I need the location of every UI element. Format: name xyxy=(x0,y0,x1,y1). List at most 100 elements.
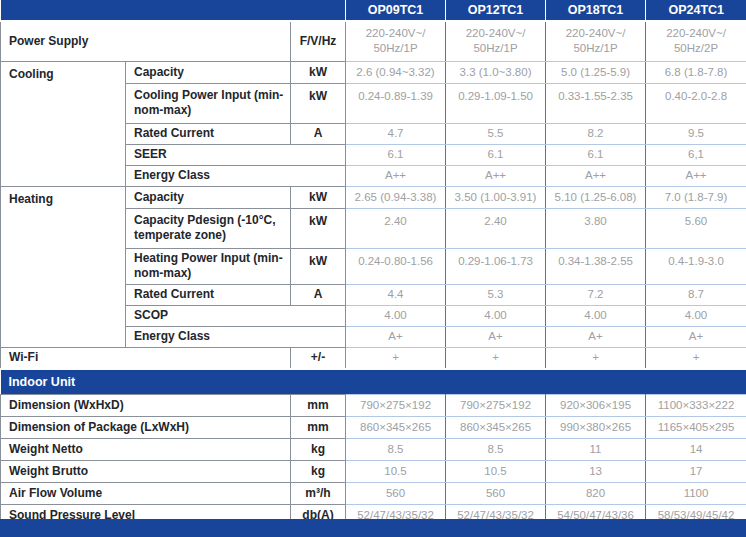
unit-cell: mm xyxy=(291,417,346,439)
row-label: Power Supply xyxy=(1,21,291,61)
table-row: Dimension (WxHxD) mm 790×275×192 790×275… xyxy=(1,395,746,417)
row-label: Heating Power Input (min-nom-max) xyxy=(126,248,291,284)
value-cell: 4.4 xyxy=(346,284,446,305)
table-row: Wi-Fi +/- + + + + xyxy=(1,347,746,369)
value-cell: 2.65 (0.94-3.38) xyxy=(346,186,446,208)
model-header: OP12TC1 xyxy=(446,0,546,21)
value-cell: 2.40 xyxy=(446,208,546,248)
value-cell: 790×275×192 xyxy=(446,395,546,417)
table-row: Weight Netto kg 8.5 8.5 11 14 xyxy=(1,439,746,461)
value-cell: 990×380×265 xyxy=(546,417,646,439)
spec-table: OP09TC1 OP12TC1 OP18TC1 OP24TC1 Power Su… xyxy=(0,0,746,527)
value-cell: 17 xyxy=(646,461,746,483)
value-cell: 6.1 xyxy=(446,144,546,165)
row-label: Rated Current xyxy=(126,284,291,305)
spec-sheet: OP09TC1 OP12TC1 OP18TC1 OP24TC1 Power Su… xyxy=(0,0,746,537)
row-label: Capacity xyxy=(126,186,291,208)
value-cell: 560 xyxy=(446,483,546,505)
group-label-cooling: Cooling xyxy=(1,61,126,186)
unit-cell: kW xyxy=(291,208,346,248)
table-row: Weight Brutto kg 10.5 10.5 13 17 xyxy=(1,461,746,483)
value-cell: 7.0 (1.8-7.9) xyxy=(646,186,746,208)
table-row: Heating Capacity kW 2.65 (0.94-3.38) 3.5… xyxy=(1,186,746,208)
value-cell: + xyxy=(546,347,646,369)
value-cell: 560 xyxy=(346,483,446,505)
value-cell: 860×345×265 xyxy=(346,417,446,439)
value-cell: A++ xyxy=(646,165,746,186)
row-label: Air Flow Volume xyxy=(1,483,291,505)
table-row: Air Flow Volume m³/h 560 560 820 1100 xyxy=(1,483,746,505)
value-cell: 0.29-1.09-1.50 xyxy=(446,83,546,123)
value-cell: 13 xyxy=(546,461,646,483)
row-label: Cooling Power Input (min-nom-max) xyxy=(126,83,291,123)
value-cell: 5.10 (1.25-6.08) xyxy=(546,186,646,208)
row-label: Wi-Fi xyxy=(1,347,291,369)
table-row: Power Supply F/V/Hz 220-240V~/ 50Hz/1P 2… xyxy=(1,21,746,61)
model-header: OP24TC1 xyxy=(646,0,746,21)
value-cell: A+ xyxy=(646,326,746,347)
unit-cell: kW xyxy=(291,83,346,123)
model-header: OP09TC1 xyxy=(346,0,446,21)
group-label-heating: Heating xyxy=(1,186,126,347)
value-cell: A+ xyxy=(346,326,446,347)
value-cell: 820 xyxy=(546,483,646,505)
unit-cell: +/- xyxy=(291,347,346,369)
value-cell: 8.5 xyxy=(446,439,546,461)
value-cell: 0.33-1.55-2.35 xyxy=(546,83,646,123)
value-cell: 6.1 xyxy=(546,144,646,165)
unit-cell: A xyxy=(291,123,346,144)
model-header: OP18TC1 xyxy=(546,0,646,21)
value-cell: 3.80 xyxy=(546,208,646,248)
table-row: Cooling Capacity kW 2.6 (0.94~3.32) 3.3 … xyxy=(1,61,746,83)
value-cell: A+ xyxy=(446,326,546,347)
table-row: Dimension of Package (LxWxH) mm 860×345×… xyxy=(1,417,746,439)
value-cell: + xyxy=(446,347,546,369)
unit-cell: kW xyxy=(291,248,346,284)
value-cell: 220-240V~/ 50Hz/1P xyxy=(446,21,546,61)
value-cell: 5.0 (1.25-5.9) xyxy=(546,61,646,83)
unit-cell: kg xyxy=(291,461,346,483)
header-corner xyxy=(1,0,346,21)
value-cell: A++ xyxy=(446,165,546,186)
value-cell: 5.3 xyxy=(446,284,546,305)
row-label: SEER xyxy=(126,144,346,165)
value-cell: 4.00 xyxy=(546,305,646,326)
value-cell: 8.5 xyxy=(346,439,446,461)
value-cell: 4.00 xyxy=(446,305,546,326)
value-cell: 9.5 xyxy=(646,123,746,144)
value-cell: 920×306×195 xyxy=(546,395,646,417)
value-cell: 3.3 (1.0~3.80) xyxy=(446,61,546,83)
value-cell: 6.1 xyxy=(346,144,446,165)
value-cell: 4.7 xyxy=(346,123,446,144)
section-banner-row: Indoor Unit xyxy=(1,369,746,395)
value-cell: 6.8 (1.8-7.8) xyxy=(646,61,746,83)
unit-cell: m³/h xyxy=(291,483,346,505)
value-cell: 220-240V~/ 50Hz/1P xyxy=(346,21,446,61)
row-label: Capacity xyxy=(126,61,291,83)
row-label: Capacity Pdesign (-10°C, temperate zone) xyxy=(126,208,291,248)
value-cell: 0.24-0.80-1.56 xyxy=(346,248,446,284)
value-cell: + xyxy=(646,347,746,369)
value-cell: 0.34-1.38-2.55 xyxy=(546,248,646,284)
value-cell: 4.00 xyxy=(646,305,746,326)
value-cell: 0.40-2.0-2.8 xyxy=(646,83,746,123)
row-label: SCOP xyxy=(126,305,346,326)
value-cell: 790×275×192 xyxy=(346,395,446,417)
value-cell: 11 xyxy=(546,439,646,461)
value-cell: 220-240V~/ 50Hz/2P xyxy=(646,21,746,61)
table-header-row: OP09TC1 OP12TC1 OP18TC1 OP24TC1 xyxy=(1,0,746,21)
row-label: Dimension (WxHxD) xyxy=(1,395,291,417)
row-label: Energy Class xyxy=(126,165,346,186)
value-cell: 0.4-1.9-3.0 xyxy=(646,248,746,284)
row-label: Weight Brutto xyxy=(1,461,291,483)
unit-cell: kg xyxy=(291,439,346,461)
unit-cell: F/V/Hz xyxy=(291,21,346,61)
section-banner: Indoor Unit xyxy=(1,369,746,395)
value-cell: + xyxy=(346,347,446,369)
value-cell: 7.2 xyxy=(546,284,646,305)
value-cell: 10.5 xyxy=(346,461,446,483)
row-label: Dimension of Package (LxWxH) xyxy=(1,417,291,439)
row-label: Weight Netto xyxy=(1,439,291,461)
unit-cell: kW xyxy=(291,61,346,83)
value-cell: 5.60 xyxy=(646,208,746,248)
